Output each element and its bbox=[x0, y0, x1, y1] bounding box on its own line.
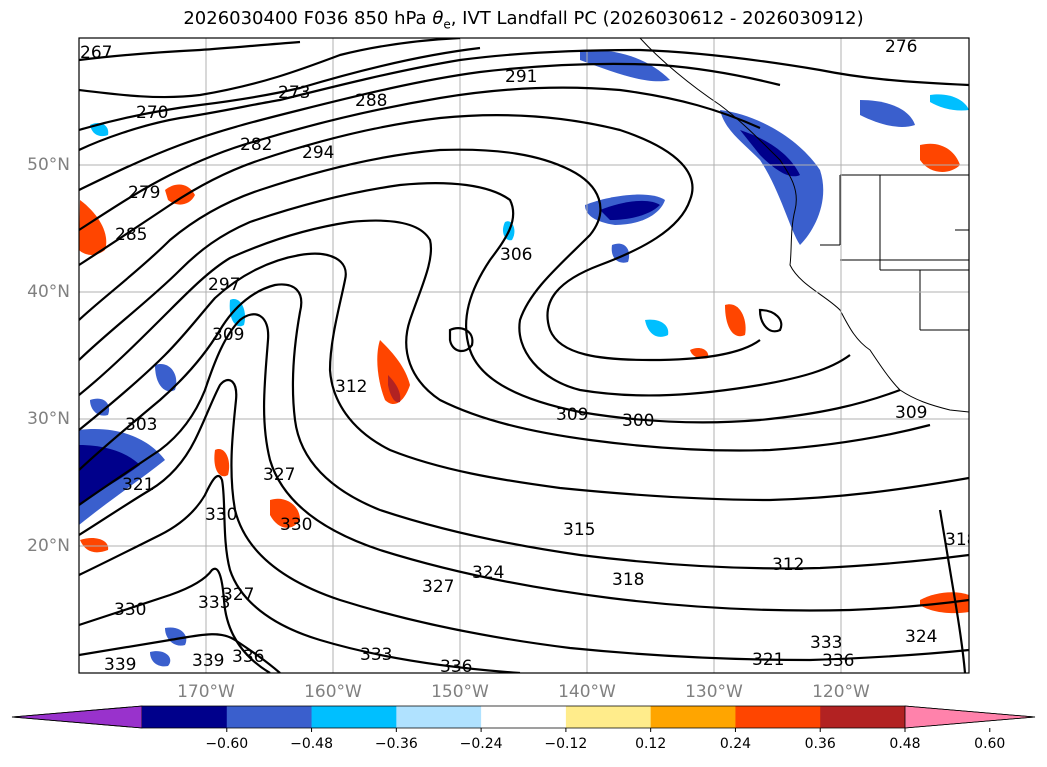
contour-label: 291 bbox=[505, 67, 537, 87]
contour-label: 336 bbox=[232, 647, 264, 667]
lat-label-50n: 50°N bbox=[27, 155, 70, 175]
contour-label: 297 bbox=[208, 275, 240, 295]
colorbar-segment bbox=[735, 706, 821, 728]
lon-label-170w: 170°W bbox=[177, 682, 235, 702]
lat-label-40n: 40°N bbox=[27, 282, 70, 302]
contour-label: 339 bbox=[192, 651, 224, 671]
contour-label: 330 bbox=[205, 505, 237, 525]
contour-label: 267 bbox=[80, 43, 112, 63]
contour-label: 315 bbox=[563, 520, 595, 540]
contour-label: 330 bbox=[280, 515, 312, 535]
map-frame bbox=[78, 37, 970, 674]
colorbar-segment bbox=[481, 706, 567, 728]
contour-label: 318 bbox=[612, 570, 644, 590]
contour-label: 303 bbox=[125, 415, 157, 435]
colorbar-segment bbox=[142, 706, 228, 728]
pc-shading bbox=[79, 49, 969, 667]
coastlines bbox=[639, 38, 969, 413]
contour-label: 282 bbox=[240, 135, 272, 155]
colorbar-tick-label: −0.48 bbox=[290, 736, 333, 752]
contour-label: 279 bbox=[128, 183, 160, 203]
lat-label-30n: 30°N bbox=[27, 409, 70, 429]
colorbar-tick-label: −0.24 bbox=[459, 736, 503, 752]
colorbar-segment bbox=[565, 706, 652, 728]
contour-label: 306 bbox=[500, 245, 532, 265]
contour-label: 333 bbox=[810, 633, 842, 653]
contour-label: 324 bbox=[472, 563, 504, 583]
contour-label: 318 bbox=[945, 530, 977, 550]
contour-label: 276 bbox=[885, 37, 917, 57]
contour-label: 324 bbox=[905, 627, 937, 647]
lon-label-150w: 150°W bbox=[431, 682, 489, 702]
colorbar-tick-label: 0.12 bbox=[635, 736, 667, 752]
contour-label: 309 bbox=[895, 403, 927, 423]
colorbar-extend-high bbox=[904, 705, 1036, 729]
colorbar-tick-label: 0.24 bbox=[719, 736, 752, 752]
contour-label: 330 bbox=[114, 600, 146, 620]
lon-label-130w: 130°W bbox=[685, 682, 743, 702]
contour-label: 321 bbox=[122, 475, 154, 495]
contour-label: 309 bbox=[556, 405, 588, 425]
contour-label: 333 bbox=[360, 645, 392, 665]
contour-label: 339 bbox=[104, 655, 136, 675]
contour-label: 333 bbox=[198, 593, 230, 613]
colorbar-segment bbox=[311, 706, 397, 728]
colorbar-segment bbox=[820, 706, 906, 728]
contour-label: 336 bbox=[822, 651, 854, 671]
colorbar-tick-label: −0.36 bbox=[374, 736, 418, 752]
colorbar-tick-label: −0.60 bbox=[205, 736, 249, 752]
contour-label: 288 bbox=[355, 91, 387, 111]
colorbar-extend-low bbox=[11, 705, 143, 729]
lon-label-120w: 120°W bbox=[812, 682, 870, 702]
contour-label: 321 bbox=[752, 650, 784, 670]
map-title: 2026030400 F036 850 hPa θe, IVT Landfall… bbox=[183, 8, 864, 32]
colorbar-tick-label: 0.60 bbox=[974, 736, 1006, 752]
contour-label: 312 bbox=[335, 377, 367, 397]
lon-label-160w: 160°W bbox=[304, 682, 362, 702]
contour-label: 285 bbox=[115, 225, 147, 245]
colorbar-segment bbox=[396, 706, 482, 728]
contour-label: 312 bbox=[772, 555, 804, 575]
map-panel: 267 270 273 276 279 282 285 288 291 294 … bbox=[79, 37, 977, 677]
contour-label: 327 bbox=[263, 465, 295, 485]
contour-label: 273 bbox=[278, 83, 310, 103]
colorbar-outline bbox=[11, 705, 1036, 729]
contour-label: 327 bbox=[422, 577, 454, 597]
contour-label-group: 267 270 273 276 279 282 285 288 291 294 … bbox=[80, 37, 977, 677]
colorbar-segment bbox=[226, 706, 313, 728]
lon-label-140w: 140°W bbox=[558, 682, 616, 702]
colorbar-tick-label: −0.12 bbox=[544, 736, 588, 752]
contour-label: 327 bbox=[222, 585, 254, 605]
colorbar-tick-label: 0.36 bbox=[804, 736, 836, 752]
contour-label: 300 bbox=[622, 411, 654, 431]
contour-label: 294 bbox=[302, 143, 334, 163]
lat-label-20n: 20°N bbox=[27, 536, 70, 556]
theta-e-contours bbox=[79, 38, 969, 673]
contour-label: 270 bbox=[136, 103, 168, 123]
colorbar bbox=[11, 705, 1036, 732]
colorbar-tick-label: 0.48 bbox=[889, 736, 921, 752]
contour-label: 336 bbox=[440, 657, 472, 677]
contour-label: 309 bbox=[212, 325, 244, 345]
colorbar-segment bbox=[650, 706, 736, 728]
